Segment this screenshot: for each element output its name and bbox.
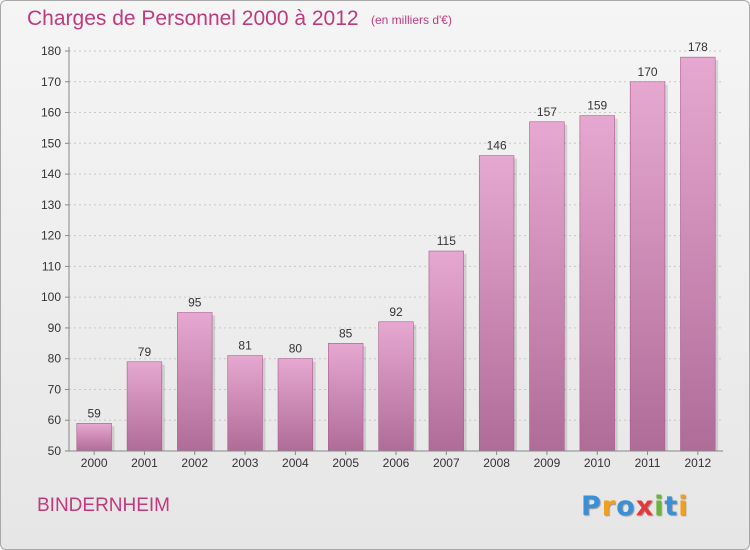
bar-value-label: 157 [537,105,557,119]
x-tick-label: 2006 [383,456,410,470]
y-tick-label: 90 [48,321,62,335]
bar-value-label: 79 [138,345,152,359]
bar-group [579,115,618,452]
x-tick-label: 2003 [232,456,259,470]
y-tick-label: 110 [42,259,61,273]
bar-value-label: 115 [437,234,456,248]
bar [177,312,213,452]
bar-group [680,56,719,452]
y-tick-label: 50 [48,444,62,458]
bar [126,361,163,452]
x-tick-label: 2005 [332,456,359,470]
y-tick-label: 130 [41,198,61,212]
bar [328,343,364,452]
bar-value-label: 85 [339,326,353,340]
bar [76,423,112,452]
bar-group [76,423,115,452]
bar [529,121,565,452]
x-tick-label: 2004 [282,456,309,470]
logo-letter: i [678,491,689,522]
bar-group [378,321,417,452]
logo-letter: P [581,491,602,522]
y-tick-label: 140 [41,167,61,181]
bar-group [478,155,517,452]
bar-value-label: 170 [638,65,658,79]
bar-value-label: 59 [87,406,101,420]
bar-value-label: 146 [487,139,507,153]
logo-letter: i [654,491,665,522]
bar-group [629,81,668,452]
bar [478,155,515,452]
bar-group [126,361,165,452]
x-tick-label: 2002 [181,456,208,470]
bar-value-label: 178 [688,40,708,54]
bar-group [428,250,467,452]
bar-group [227,355,266,452]
x-tick-label: 2012 [684,456,711,470]
y-tick-label: 60 [48,413,62,427]
y-tick-label: 80 [48,352,62,366]
chart-subtitle: (en milliers d'€) [371,13,452,27]
bar-value-label: 92 [389,305,403,319]
bar [378,321,414,452]
bar [227,355,263,452]
x-tick-label: 2009 [534,456,561,470]
chart-title: Charges de Personnel 2000 à 2012 [27,7,359,30]
x-tick-label: 2001 [131,456,158,470]
bar [428,250,464,452]
bar-group [177,312,216,452]
y-tick-label: 150 [41,136,61,150]
bar [579,115,615,452]
labels: 50 60 70 80 90 100 110 120 130 140 150 160 170 180 59 2… [41,40,712,470]
bar-value-label: 95 [188,296,202,310]
logo-letter: o [616,491,636,522]
proxiti-logo[interactable]: Proxiti [581,491,689,522]
y-tick-label: 170 [41,75,61,89]
axes [65,47,723,455]
bar-value-label: 80 [289,342,303,356]
x-tick-label: 2007 [433,456,460,470]
bar [277,358,314,452]
logo-letter: x [635,491,655,522]
x-tick-label: 2010 [584,456,611,470]
x-tick-label: 2008 [483,456,510,470]
bar-group [529,121,568,452]
logo-letter: t [664,491,679,522]
y-tick-label: 70 [48,382,62,396]
logo-letter: r [601,491,617,522]
bars [76,56,719,452]
bar-group [328,343,367,452]
bar-value-label: 159 [587,99,607,113]
y-tick-label: 100 [41,290,61,304]
y-tick-label: 180 [41,44,61,58]
bar-value-label: 81 [238,339,252,353]
x-tick-label: 2000 [81,456,108,470]
commune-name: BINDERNHEIM [37,495,171,516]
x-tick-label: 2011 [635,456,661,470]
bar [680,56,716,452]
bar-group [277,358,316,452]
bar [629,81,666,452]
y-tick-label: 160 [41,106,61,120]
y-tick-label: 120 [41,229,61,243]
